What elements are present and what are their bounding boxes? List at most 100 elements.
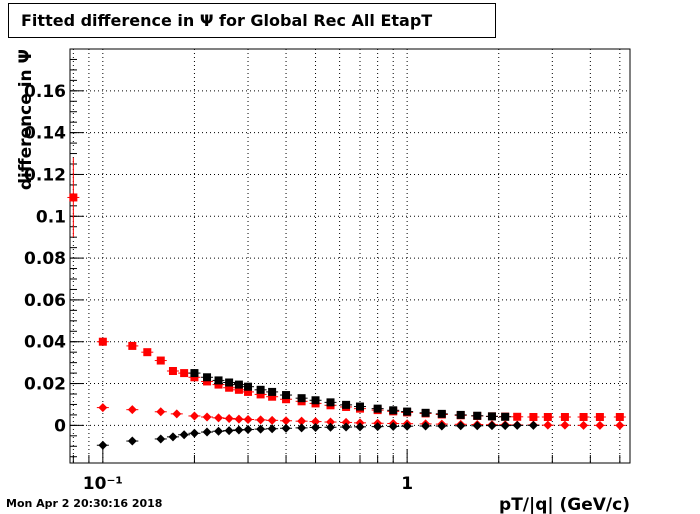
data-point-diamond	[224, 426, 234, 436]
data-point-square	[256, 385, 265, 394]
data-point-square	[244, 382, 253, 391]
data-point-diamond	[326, 422, 336, 432]
data-points	[67, 157, 626, 450]
data-point-diamond	[202, 427, 212, 437]
data-point-diamond	[234, 414, 244, 424]
data-point-square	[342, 400, 351, 409]
y-tick-label: 0.06	[24, 291, 66, 311]
x-axis-title: pT/|q| (GeV/c)	[499, 495, 630, 514]
data-point-square	[615, 413, 624, 421]
data-point-diamond	[256, 424, 266, 434]
data-point-square	[225, 383, 234, 392]
data-point-diamond	[512, 420, 522, 430]
data-point-diamond	[127, 405, 137, 415]
data-point-diamond	[202, 412, 212, 422]
data-point-diamond	[234, 425, 244, 435]
data-point-square	[190, 369, 199, 378]
data-point-square	[98, 337, 107, 346]
data-point-diamond	[311, 422, 321, 432]
data-point-diamond	[127, 436, 137, 446]
plot-frame	[69, 48, 631, 464]
data-point-diamond	[402, 421, 412, 431]
data-point-square	[297, 394, 306, 403]
data-point-square	[143, 348, 152, 357]
data-point-square	[595, 413, 604, 421]
x-tick-labels: 10⁻¹ 1	[83, 474, 413, 494]
data-point-diamond	[595, 420, 605, 430]
y-tick-labels: 0 0.02 0.04 0.06 0.08 0.1 0.12 0.14 0.16	[24, 82, 66, 437]
data-point-square	[543, 413, 552, 421]
data-point-diamond	[326, 417, 336, 427]
y-tick-label: 0.12	[24, 165, 66, 185]
data-point-square	[487, 412, 496, 421]
data-point-square	[234, 380, 243, 389]
y-tick-label: 0.14	[24, 124, 66, 144]
data-point-diamond	[267, 424, 277, 434]
data-point-square	[513, 412, 522, 421]
data-point-diamond	[156, 407, 166, 417]
data-point-square	[190, 373, 199, 382]
data-point-square	[268, 387, 277, 396]
data-point-square	[168, 367, 177, 375]
data-point-diamond	[98, 403, 108, 413]
data-point-square	[501, 412, 510, 421]
data-point-square	[156, 356, 165, 365]
y-tick-label: 0.02	[24, 375, 66, 395]
data-point-square	[355, 402, 364, 411]
data-point-square	[282, 391, 291, 400]
data-point-diamond	[579, 420, 589, 430]
data-point-square	[373, 404, 382, 413]
data-point-square	[282, 395, 291, 404]
y-tick-label: 0.04	[24, 333, 66, 353]
data-point-square	[69, 193, 78, 202]
data-point-square	[403, 407, 412, 416]
data-point-diamond	[189, 411, 199, 421]
data-point-diamond	[168, 432, 178, 442]
data-point-square	[579, 413, 588, 421]
data-point-square	[560, 413, 569, 421]
x-tick-label: 10⁻¹	[83, 474, 123, 494]
data-point-diamond	[214, 413, 224, 423]
data-point-diamond	[311, 417, 321, 427]
y-tick-label: 0.08	[24, 249, 66, 269]
data-point-diamond	[179, 430, 189, 440]
data-point-diamond	[500, 421, 510, 431]
data-point-diamond	[355, 422, 365, 432]
timestamp: Mon Apr 2 20:30:16 2018	[6, 497, 163, 510]
data-point-diamond	[388, 421, 398, 431]
data-point-square	[225, 378, 234, 387]
data-point-diamond	[189, 428, 199, 438]
data-point-square	[437, 409, 446, 418]
data-point-diamond	[224, 413, 234, 423]
data-point-diamond	[560, 420, 570, 430]
data-point-square	[128, 341, 137, 350]
data-point-diamond	[472, 421, 482, 431]
data-point-square	[180, 369, 189, 378]
data-point-diamond	[267, 415, 277, 425]
data-point-square	[214, 376, 223, 385]
y-tick-label: 0	[54, 416, 66, 436]
data-point-square	[389, 406, 398, 415]
chart-title-box: Fitted difference in Ψ for Global Rec Al…	[8, 3, 496, 38]
data-point-diamond	[243, 415, 253, 425]
data-point-diamond	[156, 434, 166, 444]
data-point-diamond	[281, 423, 291, 433]
data-point-diamond	[487, 421, 497, 431]
data-point-diamond	[214, 426, 224, 436]
data-point-square	[311, 396, 320, 405]
data-point-square	[244, 387, 253, 396]
data-point-square	[203, 373, 212, 382]
data-point-diamond	[437, 421, 447, 431]
data-point-square	[234, 385, 243, 394]
data-point-diamond	[543, 420, 553, 430]
data-point-square	[214, 380, 223, 389]
data-point-square	[268, 392, 277, 401]
data-point-diamond	[256, 415, 266, 425]
data-point-diamond	[243, 425, 253, 435]
y-tick-label: 0.1	[36, 207, 66, 227]
data-point-diamond	[456, 421, 466, 431]
data-point-diamond	[297, 416, 307, 426]
data-point-square	[203, 377, 212, 386]
x-tick-label: 1	[401, 474, 413, 494]
